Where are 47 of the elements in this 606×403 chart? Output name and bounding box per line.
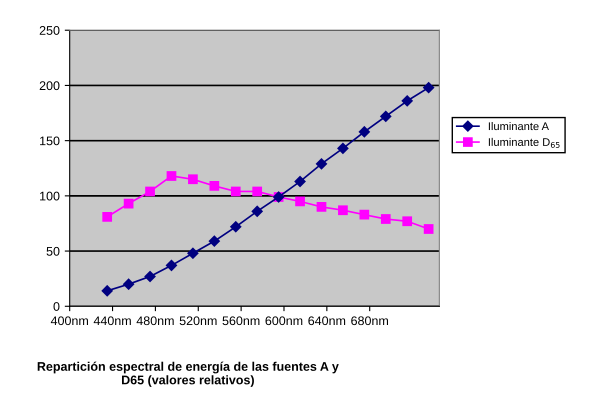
point [294,176,306,188]
point [359,210,370,220]
point [230,186,241,196]
point [337,142,349,154]
x-tick-label: 520nm [180,316,217,326]
x-tick-label: 560nm [222,316,260,326]
y-tick-label: 200 [40,81,60,90]
point [144,270,156,282]
y-tick-label: 50 [46,246,60,256]
point [145,186,155,196]
y-tick-label: 250 [40,26,60,35]
point [188,174,198,184]
point [208,236,220,247]
point [252,186,262,196]
y-tick-label: 0 [54,302,60,311]
point [402,216,412,226]
point [380,214,391,224]
x-tick-label: 480nm [136,316,174,326]
point [187,248,199,259]
point [338,205,348,216]
point [424,224,434,234]
point [316,158,328,170]
point [380,110,392,122]
point [124,198,134,208]
y-tick-label: 100 [40,192,60,201]
text: Repartición espectral de energía de las fuentes A y D65 (valores relativos) [38,362,339,387]
point [123,278,134,290]
x-tick-label: 400nm [50,316,88,326]
point [102,212,112,222]
point [358,126,370,138]
x-tick-label: 440nm [94,316,131,326]
point [230,221,242,232]
point [166,171,176,181]
point [102,285,113,296]
point [402,95,413,106]
x-tick-label: 680nm [351,316,388,326]
point [295,196,305,206]
point [316,202,326,212]
point [252,206,263,217]
legend-label: Iluminante D$_{65}$ [488,138,560,148]
y-tick-label: 150 [40,136,60,146]
point [209,181,220,191]
x-tick-label: 600nm [266,316,302,326]
x-tick-label: 640nm [308,316,346,326]
point [423,82,434,94]
point [166,260,178,272]
legend-label: Iluminante A [488,122,549,130]
